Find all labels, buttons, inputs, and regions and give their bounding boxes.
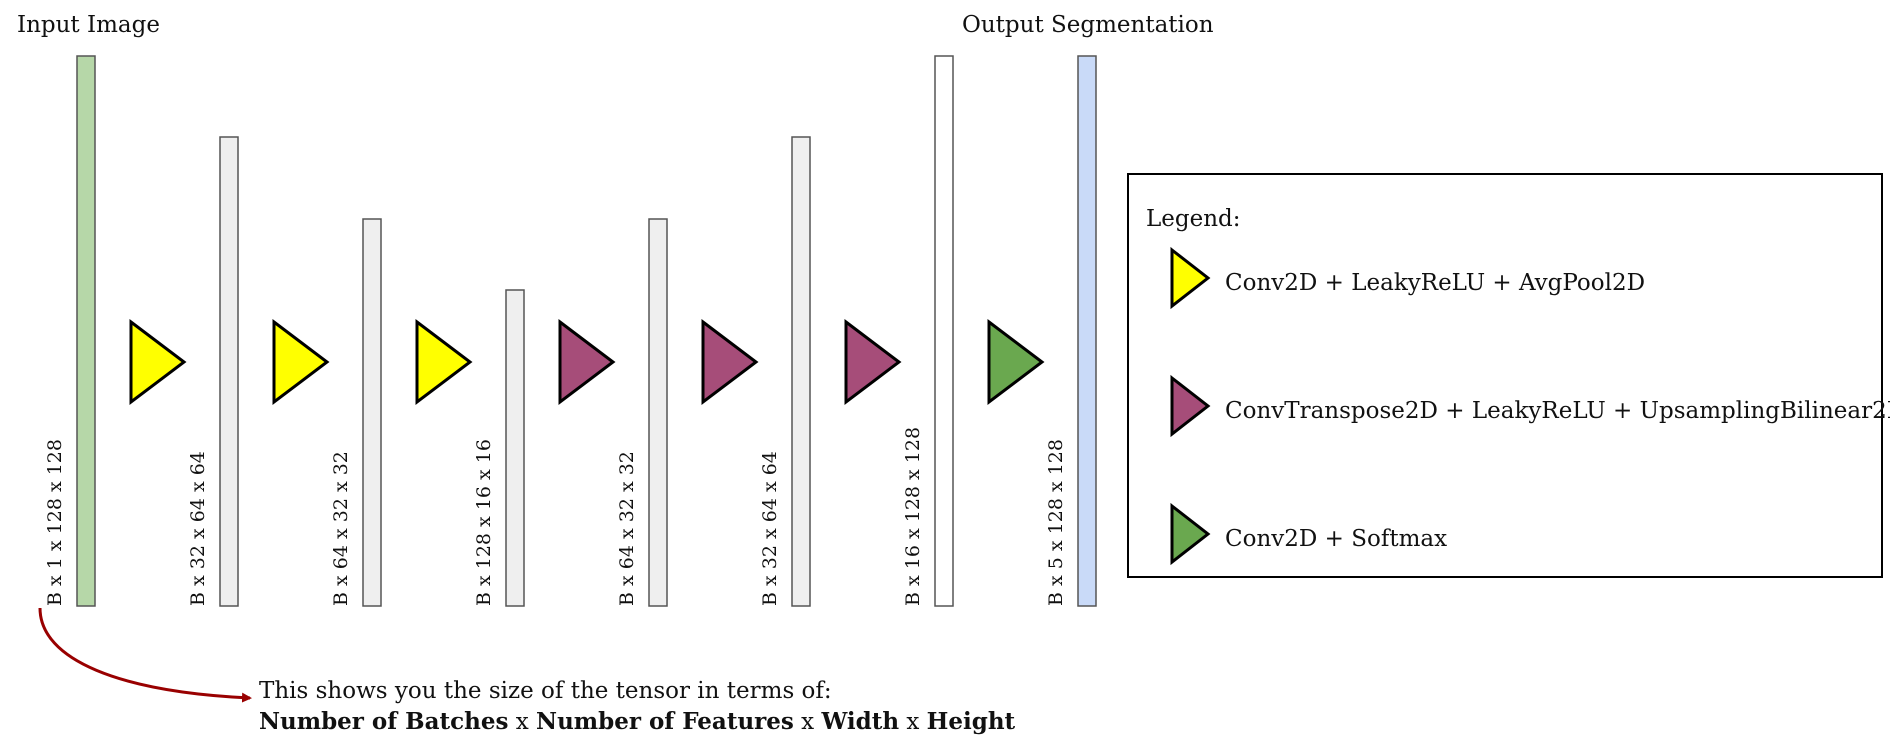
annotation-sep: x	[508, 709, 536, 735]
annotation-batches: Number of Batches	[259, 708, 508, 735]
legend-conv-pool-icon	[1170, 246, 1211, 310]
legend-convtranspose-icon	[1170, 374, 1211, 438]
convtranspose-upsample-triangle-icon	[701, 318, 759, 406]
input-image-title: Input Image	[17, 12, 160, 38]
annotation-line1: This shows you the size of the tensor in…	[259, 678, 832, 704]
operation-triangles	[129, 318, 1045, 406]
annotation-sep: x	[899, 709, 927, 735]
legend-softmax-icon	[1170, 502, 1211, 566]
tensor-bar-dec1	[648, 218, 668, 607]
conv-pool-triangle-icon	[129, 318, 187, 406]
convtranspose-upsample-triangle-icon	[558, 318, 616, 406]
legend-item-label: ConvTranspose2D + LeakyReLU + Upsampling…	[1225, 398, 1890, 424]
annotation-line2: Number of Batches x Number of Features x…	[259, 708, 1016, 735]
legend-box	[1127, 173, 1883, 578]
annotation-width: Width	[820, 708, 899, 735]
conv-softmax-triangle-icon	[987, 318, 1045, 406]
convtranspose-upsample-triangle-icon	[844, 318, 902, 406]
tensor-bar-dec3	[934, 55, 954, 607]
tensor-label: B x 64 x 32 x 32	[616, 451, 638, 606]
tensor-label: B x 64 x 32 x 32	[330, 451, 352, 606]
conv-pool-triangle-icon	[415, 318, 473, 406]
conv-pool-triangle-icon	[272, 318, 330, 406]
tensor-label: B x 1 x 128 x 128	[44, 439, 66, 606]
tensor-bar-input	[76, 55, 96, 607]
legend-item-label: Conv2D + LeakyReLU + AvgPool2D	[1225, 270, 1645, 296]
legend-title: Legend:	[1146, 206, 1241, 232]
output-segmentation-title: Output Segmentation	[962, 12, 1214, 38]
tensor-bar-dec2	[791, 136, 811, 607]
legend: Legend: Conv2D + LeakyReLU + AvgPool2D C…	[1127, 173, 1890, 578]
tensor-label: B x 32 x 64 x 64	[187, 451, 209, 606]
tensor-bars	[76, 55, 1097, 607]
tensor-bar-bottleneck	[505, 289, 525, 607]
annotation-arrow	[38, 607, 252, 703]
annotation-features: Number of Features	[536, 708, 794, 735]
tensor-bar-output	[1077, 55, 1097, 607]
tensor-label: B x 128 x 16 x 16	[473, 439, 495, 606]
tensor-label: B x 16 x 128 x 128	[902, 427, 924, 606]
legend-item-label: Conv2D + Softmax	[1225, 526, 1447, 552]
tensor-bar-enc2	[362, 218, 382, 607]
annotation-height: Height	[927, 708, 1016, 735]
annotation-sep: x	[794, 709, 822, 735]
tensor-bar-enc1	[219, 136, 239, 607]
tensor-label: B x 32 x 64 x 64	[759, 451, 781, 606]
tensor-size-labels: B x 1 x 128 x 128 B x 32 x 64 x 64 B x 6…	[44, 427, 1067, 606]
tensor-label: B x 5 x 128 x 128	[1045, 439, 1067, 606]
